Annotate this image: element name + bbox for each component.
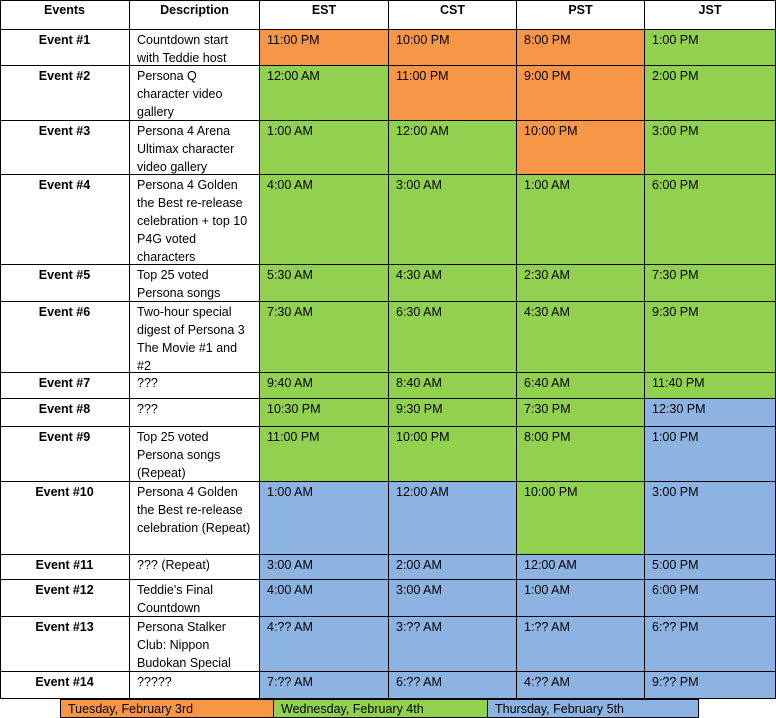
time-cell: 8:40 AM xyxy=(389,373,517,399)
header-cell: JST xyxy=(645,0,776,30)
time-cell: 11:00 PM xyxy=(260,427,389,482)
time-cell: 7:30 PM xyxy=(645,265,776,302)
time-cell: 9:30 PM xyxy=(645,302,776,373)
time-cell: 12:00 AM xyxy=(260,66,389,121)
time-cell: 4:00 AM xyxy=(260,175,389,265)
header-cell: Description xyxy=(130,0,260,30)
time-cell: 2:30 AM xyxy=(517,265,645,302)
event-cell: Event #5 xyxy=(0,265,130,302)
description-cell: Two-hour special digest of Persona 3 The… xyxy=(130,302,260,373)
time-cell: 11:00 PM xyxy=(260,30,389,66)
time-cell: 12:30 PM xyxy=(645,399,776,427)
description-cell: ????? xyxy=(130,672,260,699)
description-cell: Persona 4 Arena Ultimax character video … xyxy=(130,121,260,175)
time-cell: 3:00 PM xyxy=(645,482,776,555)
time-cell: 9:?? PM xyxy=(645,672,776,699)
time-cell: 9:40 AM xyxy=(260,373,389,399)
time-cell: 12:00 AM xyxy=(517,555,645,580)
time-cell: 1:00 AM xyxy=(517,175,645,265)
event-cell: Event #6 xyxy=(0,302,130,373)
description-cell: ??? (Repeat) xyxy=(130,555,260,580)
time-cell: 8:00 PM xyxy=(517,427,645,482)
description-cell: Persona Stalker Club: Nippon Budokan Spe… xyxy=(130,617,260,672)
time-cell: 8:00 PM xyxy=(517,30,645,66)
legend-item: Thursday, February 5th xyxy=(487,699,699,718)
time-cell: 11:40 PM xyxy=(645,373,776,399)
header-cell: Events xyxy=(0,0,130,30)
event-cell: Event #9 xyxy=(0,427,130,482)
time-cell: 3:00 AM xyxy=(389,580,517,617)
time-cell: 3:00 AM xyxy=(389,175,517,265)
description-cell: Persona Q character video gallery xyxy=(130,66,260,121)
time-cell: 4:30 AM xyxy=(389,265,517,302)
time-cell: 6:30 AM xyxy=(389,302,517,373)
legend-item: Wednesday, February 4th xyxy=(273,699,488,718)
time-cell: 10:00 PM xyxy=(389,30,517,66)
time-cell: 4:?? AM xyxy=(260,617,389,672)
description-cell: ??? xyxy=(130,373,260,399)
time-cell: 1:00 AM xyxy=(260,121,389,175)
time-cell: 1:00 AM xyxy=(260,482,389,555)
event-cell: Event #2 xyxy=(0,66,130,121)
time-cell: 12:00 AM xyxy=(389,121,517,175)
legend-item: Tuesday, February 3rd xyxy=(60,699,274,718)
event-cell: Event #1 xyxy=(0,30,130,66)
time-cell: 10:00 PM xyxy=(517,482,645,555)
event-cell: Event #13 xyxy=(0,617,130,672)
time-cell: 1:00 PM xyxy=(645,30,776,66)
time-cell: 2:00 PM xyxy=(645,66,776,121)
event-cell: Event #12 xyxy=(0,580,130,617)
description-cell: Top 25 voted Persona songs xyxy=(130,265,260,302)
time-cell: 3:00 PM xyxy=(645,121,776,175)
event-cell: Event #4 xyxy=(0,175,130,265)
time-cell: 4:30 AM xyxy=(517,302,645,373)
time-cell: 6:00 PM xyxy=(645,175,776,265)
description-cell: Countdown start with Teddie host xyxy=(130,30,260,66)
time-cell: 10:30 PM xyxy=(260,399,389,427)
time-cell: 7:?? AM xyxy=(260,672,389,699)
time-cell: 7:30 PM xyxy=(517,399,645,427)
time-cell: 3:00 AM xyxy=(260,555,389,580)
time-cell: 6:40 AM xyxy=(517,373,645,399)
time-cell: 1:?? AM xyxy=(517,617,645,672)
time-cell: 10:00 PM xyxy=(389,427,517,482)
header-cell: CST xyxy=(389,0,517,30)
time-cell: 7:30 AM xyxy=(260,302,389,373)
time-cell: 12:00 AM xyxy=(389,482,517,555)
description-cell: ??? xyxy=(130,399,260,427)
time-cell: 6:?? AM xyxy=(389,672,517,699)
time-cell: 11:00 PM xyxy=(389,66,517,121)
time-cell: 10:00 PM xyxy=(517,121,645,175)
description-cell: Top 25 voted Persona songs (Repeat) xyxy=(130,427,260,482)
event-cell: Event #8 xyxy=(0,399,130,427)
time-cell: 9:30 PM xyxy=(389,399,517,427)
event-cell: Event #11 xyxy=(0,555,130,580)
time-cell: 4:00 AM xyxy=(260,580,389,617)
description-cell: Persona 4 Golden the Best re-release cel… xyxy=(130,175,260,265)
description-cell: Teddie's Final Countdown xyxy=(130,580,260,617)
time-cell: 1:00 PM xyxy=(645,427,776,482)
event-cell: Event #3 xyxy=(0,121,130,175)
time-cell: 5:30 AM xyxy=(260,265,389,302)
header-cell: EST xyxy=(260,0,389,30)
time-cell: 4:?? AM xyxy=(517,672,645,699)
time-cell: 6:00 PM xyxy=(645,580,776,617)
time-cell: 6:?? PM xyxy=(645,617,776,672)
description-cell: Persona 4 Golden the Best re-release cel… xyxy=(130,482,260,555)
event-cell: Event #14 xyxy=(0,672,130,699)
event-cell: Event #7 xyxy=(0,373,130,399)
time-cell: 9:00 PM xyxy=(517,66,645,121)
time-cell: 5:00 PM xyxy=(645,555,776,580)
time-cell: 2:00 AM xyxy=(389,555,517,580)
time-cell: 3:?? AM xyxy=(389,617,517,672)
header-cell: PST xyxy=(517,0,645,30)
time-cell: 1:00 AM xyxy=(517,580,645,617)
event-cell: Event #10 xyxy=(0,482,130,555)
